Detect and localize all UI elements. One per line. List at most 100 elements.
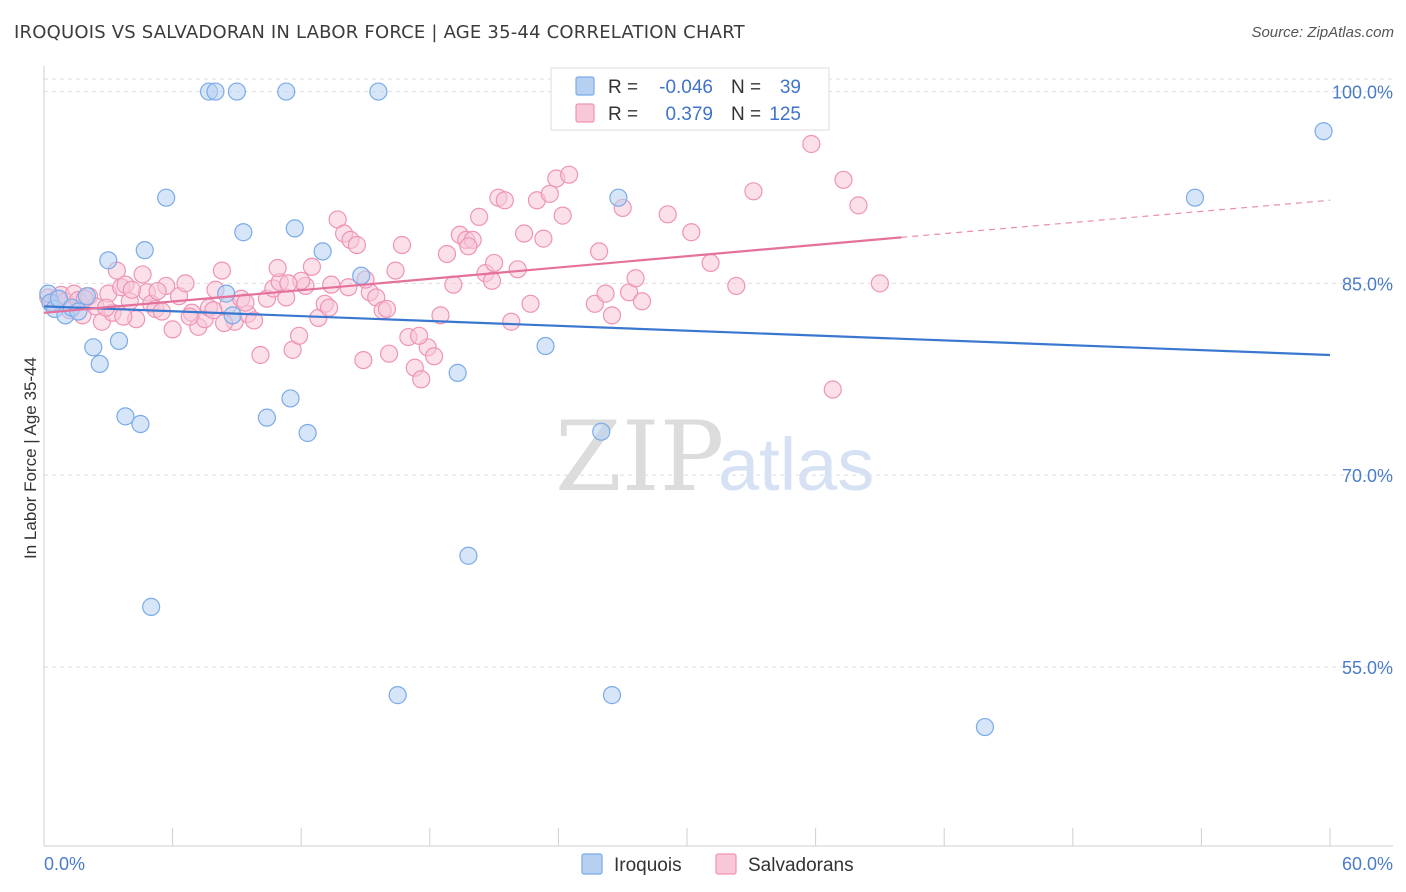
iroquois-point (602, 686, 622, 705)
y-axis-label: In Labor Force | Age 35-44 (21, 357, 40, 559)
salvadoran-point (469, 207, 489, 226)
legend-frame (550, 67, 830, 131)
iroquois-trend-line (43, 305, 1331, 357)
salvadoran-point (163, 320, 182, 339)
y-tick-label: 70.0% (1342, 466, 1393, 486)
x-tick-label: 0.0% (44, 854, 85, 874)
salvadoran-point (515, 224, 534, 243)
salvadoran-point (682, 223, 701, 242)
iroquois-point (277, 82, 296, 101)
chart-source: Source: ZipAtlas.com (1251, 24, 1394, 41)
salvadoran-point (534, 229, 553, 248)
iroquois-point (313, 242, 332, 261)
y-tick-label: 55.0% (1342, 658, 1393, 678)
salvadoran-point (553, 206, 572, 225)
salvadoran-point (122, 280, 141, 299)
iroquois-point (609, 188, 628, 207)
salvadoran-point (251, 345, 270, 365)
salvadoran-point (114, 307, 133, 326)
salvadoran-point (626, 269, 645, 288)
y-tick-label: 85.0% (1342, 274, 1393, 294)
salvadoran-point (744, 182, 763, 201)
iroquois-point (90, 354, 109, 374)
bottom-legend-swatch-iroquois (581, 853, 603, 875)
legend-box: R = -0.046 N = 39 R = 0.379 N = 125 (550, 67, 830, 131)
salvadoran-point (849, 196, 868, 215)
iroquois-point (369, 82, 388, 101)
salvadoran-point (133, 265, 152, 284)
iroquois-point (206, 82, 225, 101)
salvadoran-trend-extension (901, 199, 1331, 238)
salvadoran-point (379, 344, 399, 363)
watermark: ZIP atlas (555, 401, 874, 513)
iroquois-point (1185, 188, 1205, 207)
iroquois-point (298, 423, 317, 443)
iroquois-point (448, 363, 467, 382)
salvadoran-point (322, 275, 341, 294)
legend-n-label: N = (731, 77, 761, 98)
salvadoran-point (431, 306, 450, 325)
salvadoran-point (540, 184, 559, 203)
salvadoran-point (424, 347, 444, 366)
legend-r-value: 0.379 (665, 104, 713, 125)
salvadoran-point (444, 275, 463, 294)
iroquois-point (1314, 122, 1333, 141)
salvadoran-point (823, 380, 842, 399)
salvadoran-point (590, 242, 609, 261)
salvadoran-point (521, 294, 540, 313)
legend-n-value: 39 (780, 77, 801, 98)
iroquois-point (157, 188, 176, 207)
iroquois-point (388, 686, 407, 705)
salvadoran-point (244, 311, 264, 330)
salvadoran-point (268, 258, 287, 278)
salvadoran-point (560, 165, 579, 184)
legend-swatch-iroquois (575, 76, 595, 96)
salvadoran-point (347, 235, 367, 255)
salvadoran-point (727, 276, 746, 296)
salvadoran-point (658, 205, 677, 224)
salvadoran-point (437, 244, 457, 264)
salvadoran-point (204, 301, 223, 320)
iroquois-point (109, 331, 129, 351)
legend-swatch-salvadorans (575, 103, 595, 123)
y-tick-label: 100.0% (1332, 83, 1393, 103)
watermark-atlas: atlas (718, 423, 874, 506)
iroquois-point (234, 223, 253, 242)
iroquois-point (281, 389, 300, 408)
bottom-legend-swatch-salvadorans (715, 853, 737, 875)
salvadoran-point (148, 281, 167, 301)
salvadoran-point (485, 253, 504, 273)
chart-title: IROQUOIS VS SALVADORAN IN LABOR FORCE | … (14, 22, 745, 43)
salvadoran-point (632, 292, 652, 311)
salvadoran-trend-line (43, 236, 902, 314)
salvadoran-point (377, 299, 397, 319)
iroquois-point (142, 597, 161, 616)
salvadoran-point (596, 284, 615, 303)
iroquois-point (459, 546, 478, 565)
iroquois-point (257, 408, 277, 427)
salvadoran-point (502, 312, 521, 331)
salvadoran-point (392, 235, 412, 255)
legend-n-value: 125 (769, 104, 801, 125)
legend-r-value: -0.046 (659, 77, 713, 98)
iroquois-point (131, 414, 150, 434)
watermark-zip: ZIP (555, 401, 724, 513)
legend-n-label: N = (731, 104, 761, 125)
iroquois-point (116, 407, 135, 426)
salvadoran-point (302, 257, 322, 276)
x-tick-label: 60.0% (1342, 854, 1393, 874)
salvadoran-point (289, 326, 309, 345)
iroquois-point (975, 717, 995, 737)
salvadoran-point (412, 370, 431, 389)
salvadoran-point (870, 274, 890, 293)
salvadoran-point (212, 261, 231, 280)
axes (43, 66, 1393, 847)
salvadoran-point (802, 134, 821, 154)
iroquois-point (217, 284, 236, 303)
iroquois-point (77, 287, 96, 306)
iroquois-point (227, 82, 246, 101)
salvadoran-point (495, 191, 514, 210)
iroquois-point (84, 338, 103, 357)
iroquois-point (135, 241, 154, 260)
